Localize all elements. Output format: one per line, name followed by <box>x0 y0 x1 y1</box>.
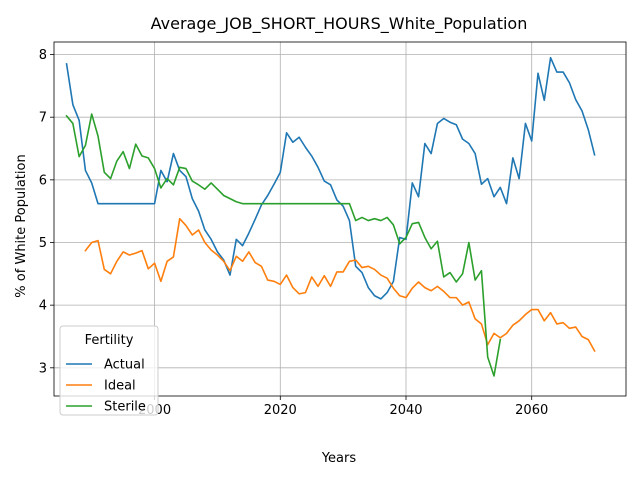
y-tick-label: 5 <box>39 236 47 251</box>
series-line-actual <box>65 56 596 300</box>
series-line-sterile <box>65 113 502 377</box>
x-tick-label: 2060 <box>515 403 548 418</box>
series-line-ideal <box>84 217 596 352</box>
grid <box>54 42 626 396</box>
legend-label-sterile: Sterile <box>104 400 146 415</box>
legend-box <box>59 325 159 416</box>
plot-frame <box>53 41 627 397</box>
chart-title: Average_JOB_SHORT_HOURS_White_Population <box>151 14 528 34</box>
x-tick-label: 2040 <box>389 403 422 418</box>
legend-label-ideal: Ideal <box>104 379 136 394</box>
y-tick-label: 8 <box>39 48 47 63</box>
legend: Fertility Actual Ideal Sterile <box>59 325 159 416</box>
x-axis-label: Years <box>321 451 357 466</box>
y-axis-label: % of White Population <box>14 154 29 297</box>
x-tick-label: 2020 <box>264 403 297 418</box>
y-tick-label: 4 <box>39 299 47 314</box>
y-tick-label: 7 <box>39 111 47 126</box>
legend-items: Actual Ideal Sterile <box>66 358 146 415</box>
legend-label-actual: Actual <box>104 358 145 373</box>
ticks: 2000202020402060345678 <box>39 48 549 418</box>
y-tick-label: 6 <box>39 173 47 188</box>
legend-title: Fertility <box>85 333 134 348</box>
series-group <box>65 56 596 377</box>
y-tick-label: 3 <box>39 361 47 376</box>
